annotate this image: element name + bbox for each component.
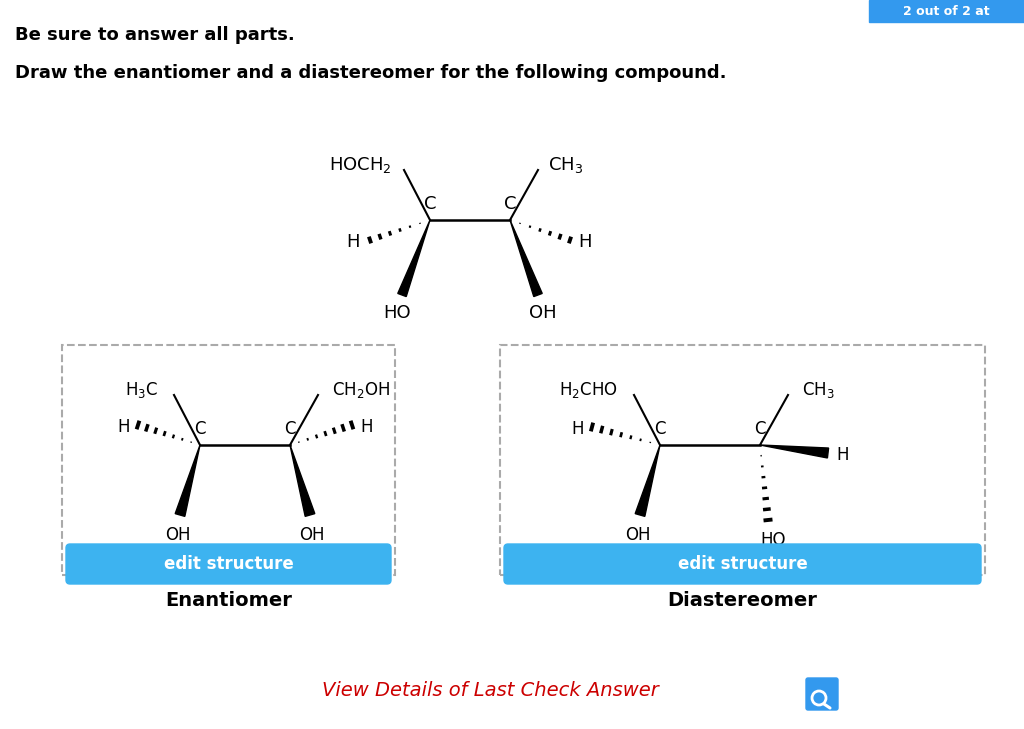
Text: HO: HO: [760, 531, 785, 549]
Text: H: H: [836, 446, 849, 464]
Text: Diastereomer: Diastereomer: [668, 590, 817, 609]
Text: C: C: [195, 420, 206, 438]
Text: H: H: [118, 418, 130, 436]
Polygon shape: [760, 445, 828, 458]
Text: HOCH$_2$: HOCH$_2$: [330, 155, 392, 175]
Polygon shape: [175, 445, 200, 516]
Polygon shape: [510, 220, 543, 297]
Text: H$_2$CHO: H$_2$CHO: [559, 380, 618, 400]
Text: View Details of Last Check Answer: View Details of Last Check Answer: [322, 680, 658, 700]
Text: OH: OH: [529, 304, 557, 322]
Text: H: H: [571, 420, 584, 438]
Text: Enantiomer: Enantiomer: [165, 590, 292, 609]
Text: Be sure to answer all parts.: Be sure to answer all parts.: [15, 26, 295, 44]
FancyBboxPatch shape: [500, 345, 985, 575]
FancyBboxPatch shape: [806, 678, 838, 710]
Text: C: C: [285, 420, 296, 438]
Text: CH$_3$: CH$_3$: [548, 155, 584, 175]
Text: HO: HO: [383, 304, 411, 322]
Text: C: C: [755, 420, 766, 438]
Text: H$_3$C: H$_3$C: [125, 380, 158, 400]
Text: H: H: [346, 233, 360, 251]
FancyBboxPatch shape: [869, 0, 1024, 22]
Polygon shape: [635, 445, 660, 516]
Text: H: H: [578, 233, 592, 251]
Text: CH$_3$: CH$_3$: [802, 380, 835, 400]
Text: edit structure: edit structure: [164, 555, 293, 573]
Polygon shape: [397, 220, 430, 297]
Text: OH: OH: [299, 526, 325, 544]
Text: Draw the enantiomer and a diastereomer for the following compound.: Draw the enantiomer and a diastereomer f…: [15, 64, 726, 82]
Text: C: C: [424, 195, 436, 213]
Text: H: H: [360, 418, 373, 436]
Text: C: C: [504, 195, 516, 213]
Text: OH: OH: [165, 526, 190, 544]
Text: C: C: [654, 420, 666, 438]
FancyBboxPatch shape: [504, 544, 981, 584]
Text: 2 out of 2 at: 2 out of 2 at: [903, 4, 990, 17]
Text: OH: OH: [626, 526, 650, 544]
Text: edit structure: edit structure: [678, 555, 807, 573]
FancyBboxPatch shape: [66, 544, 391, 584]
FancyBboxPatch shape: [62, 345, 395, 575]
Text: CH$_2$OH: CH$_2$OH: [332, 380, 390, 400]
Polygon shape: [290, 445, 314, 516]
